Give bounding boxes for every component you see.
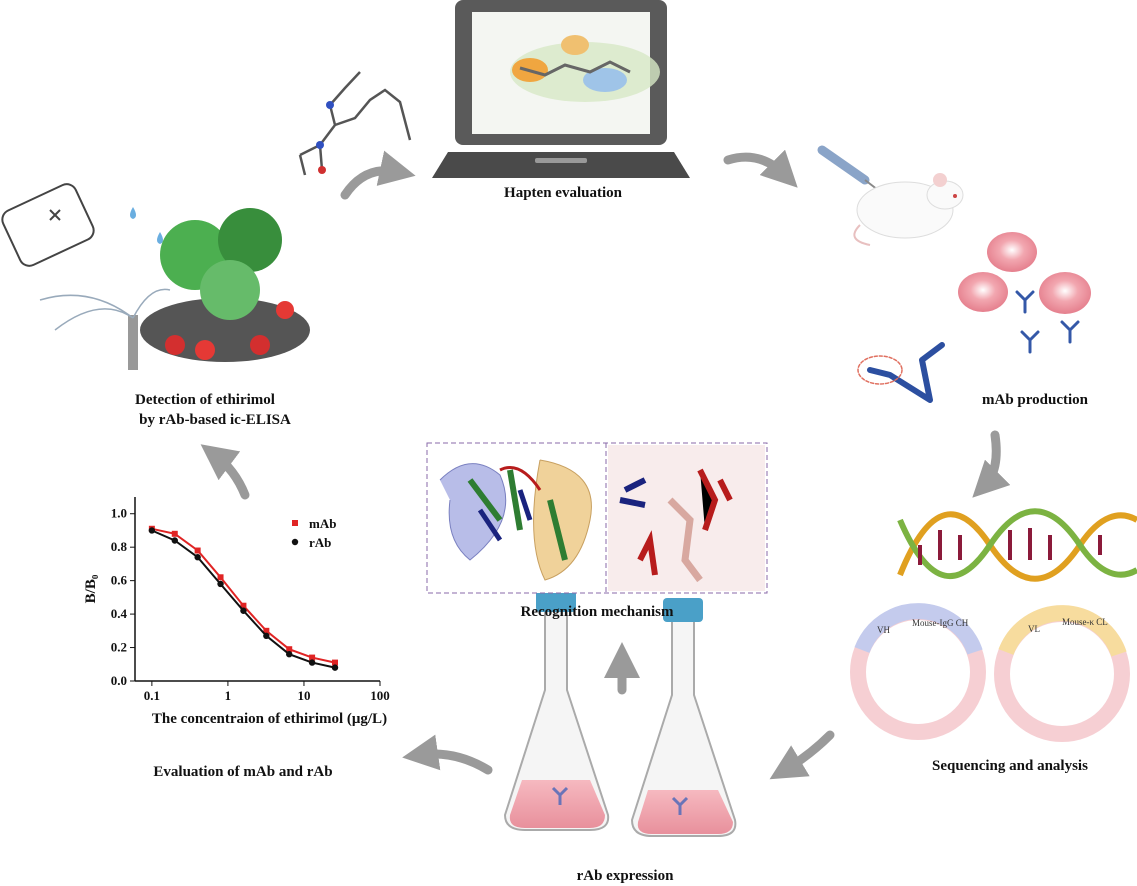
y-tick-label: 0.2 <box>111 640 127 655</box>
arrow <box>769 730 835 780</box>
data-point <box>263 632 270 640</box>
data-point <box>217 574 224 581</box>
legend-marker <box>292 520 298 526</box>
data-point <box>331 664 339 671</box>
data-point <box>240 602 247 609</box>
stage-label: Hapten evaluation <box>504 185 623 201</box>
molecule <box>298 71 412 176</box>
stage-label: Recognition mechanism <box>521 604 674 620</box>
plasmids <box>850 603 1130 742</box>
data-point <box>308 659 316 666</box>
y-tick-label: 0.8 <box>111 539 128 554</box>
stage-label: Detection of ethirimol <box>135 392 275 408</box>
data-point <box>332 659 339 666</box>
arrow <box>402 734 493 775</box>
arrow <box>200 444 250 500</box>
chart: 0.0 0.2 0.4 0.6 0.8 1.0 0.1 1 10 100 The concentra… <box>83 497 390 727</box>
dna <box>897 508 1137 582</box>
data-point <box>171 530 178 537</box>
arrow <box>723 149 798 188</box>
data-point <box>309 654 316 661</box>
y-tick-label: 0.6 <box>111 573 128 588</box>
detection-scene <box>1 183 310 370</box>
x-tick-label: 1 <box>225 688 232 703</box>
y-tick-label: 1.0 <box>111 506 127 521</box>
data-point <box>286 646 293 653</box>
legend-label: rAb <box>309 535 331 550</box>
fit-line <box>151 529 336 669</box>
y-tick-label: 0.4 <box>111 606 128 621</box>
data-point <box>286 651 293 658</box>
x-axis-label: The concentraion of ethirimol (μg/L) <box>152 711 387 727</box>
cycle-arrows <box>200 149 1011 780</box>
x-tick-label: 0.1 <box>144 688 160 703</box>
legend-marker <box>291 538 299 546</box>
arrow <box>340 150 416 200</box>
data-point <box>148 527 156 534</box>
stage-label: rAb expression <box>577 868 674 884</box>
stage-label: by rAb-based ic-ELISA <box>139 412 291 428</box>
x-tick-label: 10 <box>297 688 310 703</box>
structure-panel <box>426 442 768 594</box>
fit-line <box>151 527 336 664</box>
data-point <box>171 537 178 544</box>
y-tick-label: 0.0 <box>111 673 127 688</box>
laptop <box>432 0 690 178</box>
stage-label: Sequencing and analysis <box>932 758 1088 774</box>
data-point <box>194 547 201 554</box>
data-point <box>217 580 224 588</box>
x-tick-label: 100 <box>370 688 390 703</box>
antibodies <box>857 290 1080 403</box>
stage-label: Evaluation of mAb and rAb <box>153 764 332 780</box>
arrow <box>972 430 1011 498</box>
cells <box>958 232 1091 314</box>
stage-label: mAb production <box>982 392 1089 408</box>
legend-label: mAb <box>309 516 336 531</box>
mouse <box>817 145 964 246</box>
plasmid-label: Mouse-IgG CH <box>912 618 969 628</box>
flasks <box>503 590 737 837</box>
plasmid-label: VL <box>1028 624 1040 634</box>
plasmid-label: VH <box>877 625 890 635</box>
data-point <box>263 627 270 634</box>
plasmid-label: Mouse-κ CL <box>1062 617 1108 627</box>
data-point <box>240 607 247 614</box>
data-point <box>194 554 201 561</box>
y-axis-label: B/B₀ <box>83 574 99 603</box>
